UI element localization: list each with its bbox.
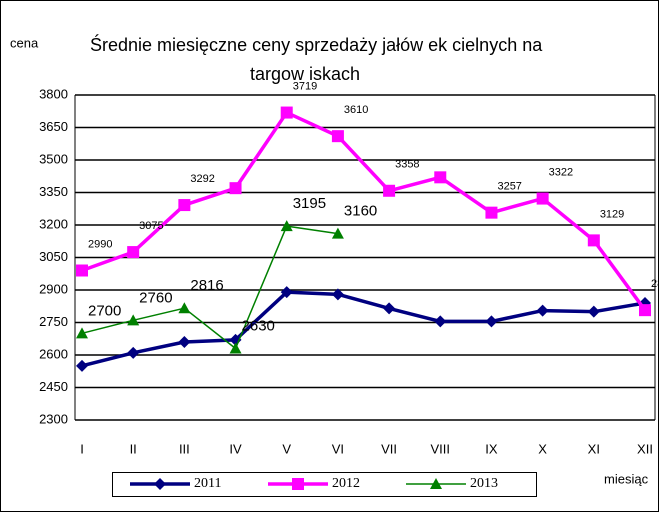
- legend-marker: [292, 478, 304, 490]
- data-label: 3358: [395, 159, 419, 171]
- data-label: 3322: [549, 166, 573, 178]
- data-point: [178, 336, 191, 348]
- data-point: [485, 315, 498, 328]
- data-label: 2990: [88, 238, 112, 250]
- legend-marker: [154, 478, 166, 490]
- data-point: [331, 227, 344, 239]
- data-point: [639, 304, 651, 317]
- data-label: 2816: [190, 277, 223, 294]
- x-tick-label: VIII: [431, 441, 451, 456]
- data-point: [587, 305, 600, 318]
- legend-label: 2011: [194, 476, 221, 491]
- y-tick-label: 3200: [39, 216, 68, 231]
- data-label: 2630: [242, 317, 275, 334]
- y-tick-label: 2450: [39, 379, 68, 394]
- legend-label: 2012: [332, 476, 360, 491]
- data-point: [587, 234, 600, 247]
- y-tick-label: 3800: [39, 86, 68, 101]
- data-point: [127, 246, 140, 259]
- data-point: [536, 192, 549, 205]
- chart-title: Średnie miesięczne ceny sprzedaży jałów …: [90, 34, 543, 55]
- data-label: 2700: [88, 302, 121, 319]
- data-label: 3160: [344, 203, 377, 220]
- x-tick-label: VI: [332, 441, 344, 456]
- x-tick-label: I: [80, 441, 84, 456]
- chart-title: targow iskach: [250, 64, 360, 84]
- y-tick-label: 3650: [39, 119, 68, 134]
- data-label: 3719: [293, 80, 317, 92]
- x-tick-label: II: [130, 441, 137, 456]
- x-tick-label: IV: [229, 441, 242, 456]
- data-point: [383, 302, 396, 315]
- data-point: [434, 171, 447, 184]
- series-line: [81, 225, 339, 350]
- x-tick-label: XII: [637, 441, 653, 456]
- series-line: [81, 110, 647, 312]
- data-point: [178, 302, 191, 314]
- y-tick-label: 2900: [39, 281, 68, 296]
- data-label: 3129: [600, 208, 624, 220]
- x-axis-label: miesiąc: [604, 471, 649, 486]
- data-label: 3610: [344, 104, 368, 116]
- series-line: [81, 290, 646, 368]
- data-label: 2760: [139, 289, 172, 306]
- y-tick-label: 2750: [39, 314, 68, 329]
- data-point: [383, 184, 396, 197]
- y-tick-label: 2600: [39, 346, 68, 361]
- data-point: [280, 106, 293, 119]
- x-tick-label: X: [538, 441, 547, 456]
- data-point: [76, 359, 88, 372]
- y-axis-label: cena: [10, 35, 39, 50]
- data-point: [280, 220, 293, 232]
- data-label: 3292: [190, 173, 214, 185]
- data-point: [76, 327, 88, 339]
- y-tick-label: 3500: [39, 151, 68, 166]
- x-tick-label: III: [179, 441, 190, 456]
- data-point: [280, 286, 293, 299]
- data-point: [127, 314, 140, 326]
- data-point: [536, 304, 549, 317]
- y-tick-label: 3350: [39, 184, 68, 199]
- data-point: [127, 346, 140, 359]
- data-point: [331, 130, 344, 143]
- legend-marker: [430, 478, 442, 489]
- legend-label: 2013: [470, 476, 498, 491]
- data-label: 3195: [293, 195, 326, 212]
- y-tick-label: 2300: [39, 411, 68, 426]
- data-point: [178, 199, 191, 212]
- data-label: 2807: [651, 278, 659, 290]
- data-point: [434, 315, 447, 328]
- x-tick-label: V: [282, 441, 291, 456]
- x-tick-label: XI: [588, 441, 600, 456]
- data-label: 3075: [139, 220, 163, 232]
- y-tick-label: 3050: [39, 249, 68, 264]
- data-point: [331, 288, 344, 301]
- data-point: [485, 206, 498, 219]
- data-point: [76, 264, 88, 277]
- data-point: [229, 182, 242, 195]
- x-tick-label: IX: [485, 441, 498, 456]
- data-label: 3257: [497, 181, 521, 193]
- x-tick-label: VII: [381, 441, 397, 456]
- data-point: [229, 342, 242, 354]
